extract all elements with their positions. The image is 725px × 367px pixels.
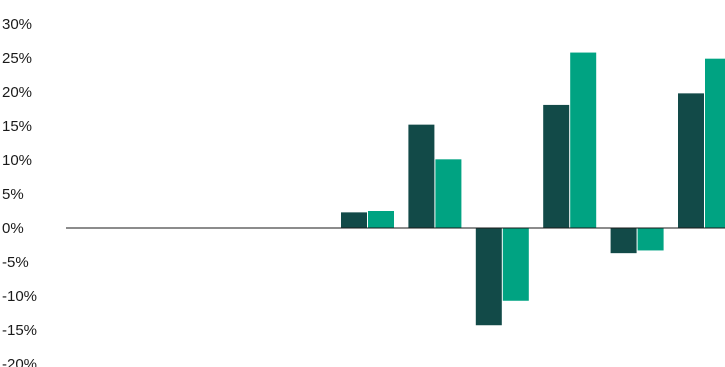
y-tick-label: 10% xyxy=(2,152,32,169)
bar-series-2 xyxy=(637,228,664,251)
bars xyxy=(341,52,725,326)
bar-series-2 xyxy=(705,58,725,229)
y-tick-label: 0% xyxy=(2,220,24,237)
bar-series-2 xyxy=(570,52,597,229)
bar-series-1 xyxy=(543,104,570,228)
y-tick-label: -20% xyxy=(2,356,37,367)
y-tick-label: 25% xyxy=(2,50,32,67)
bar-series-1 xyxy=(678,93,704,228)
bar-series-2 xyxy=(368,211,394,228)
bar-series-1 xyxy=(408,124,435,228)
bar-series-1 xyxy=(341,212,367,228)
y-axis-labels: 30% 25% 20% 15% 10% 5% 0% -5% -10% -15% -20% xyxy=(2,16,37,367)
bar-series-2 xyxy=(502,228,529,301)
y-tick-label: 20% xyxy=(2,84,32,101)
y-tick-label: -15% xyxy=(2,322,37,339)
y-tick-label: -10% xyxy=(2,288,37,305)
y-tick-label: 5% xyxy=(2,186,24,203)
bar-series-2 xyxy=(435,159,462,228)
bar-series-1 xyxy=(610,228,637,254)
bar-series-1 xyxy=(475,228,502,326)
y-tick-label: -5% xyxy=(2,254,29,271)
y-tick-label: 15% xyxy=(2,118,32,135)
y-tick-label: 30% xyxy=(2,16,32,33)
